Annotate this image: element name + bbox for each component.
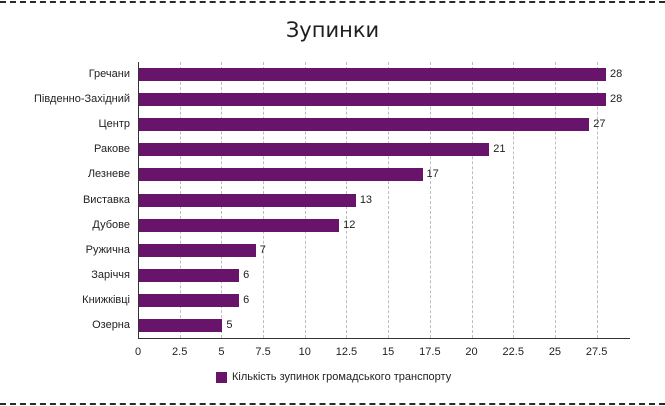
category-label: Озерна <box>92 318 130 331</box>
bar <box>139 243 256 257</box>
gridline <box>388 62 390 338</box>
category-label: Ружична <box>85 243 130 256</box>
x-tick-label: 27.5 <box>585 346 608 358</box>
bar <box>139 168 423 182</box>
x-tick-label: 20 <box>465 346 478 358</box>
x-tick-label: 7.5 <box>255 346 271 358</box>
x-tick-label: 17.5 <box>419 346 441 358</box>
x-axis-line <box>138 338 630 339</box>
bar-value-label: 17 <box>426 168 439 181</box>
gridline <box>513 62 515 338</box>
x-tick-label: 0 <box>134 346 142 358</box>
category-label: Ракове <box>94 143 130 156</box>
x-tick-label: 2.5 <box>172 346 188 358</box>
gridline <box>596 62 598 338</box>
gridline <box>554 62 556 338</box>
bar <box>139 68 606 82</box>
category-label: Дубове <box>92 218 130 231</box>
category-label: Заріччя <box>91 268 130 281</box>
category-label: Виставка <box>82 193 130 206</box>
bar-value-label: 21 <box>493 143 506 156</box>
x-tick-label: 10 <box>298 346 311 358</box>
legend-label: Кількість зупинок громадського транспорт… <box>232 371 452 383</box>
x-tick-label: 25 <box>548 346 562 358</box>
bar-value-label: 12 <box>343 218 356 231</box>
bar <box>139 143 490 157</box>
category-label: Центр <box>98 118 131 131</box>
bar <box>139 193 356 207</box>
plot-area: 28 28 27 21 17 13 12 7 6 6 5 <box>138 62 630 339</box>
x-tick-label: 22.5 <box>502 346 524 358</box>
y-axis-line <box>138 62 139 338</box>
x-tick-label: 12.5 <box>335 346 358 358</box>
legend: Кількість зупинок громадського транспорт… <box>216 371 451 383</box>
bar-value-label: 28 <box>609 93 623 106</box>
category-label: Гречани <box>88 68 130 81</box>
gridline <box>429 62 431 338</box>
bar <box>139 268 240 282</box>
bar-value-label: 28 <box>609 68 623 81</box>
bar-value-label: 5 <box>226 318 233 331</box>
bar-value-label: 13 <box>359 193 373 206</box>
category-label: Книжківці <box>82 293 130 306</box>
chart-title: Зупинки <box>285 18 380 42</box>
category-label: Південно-Західний <box>33 93 130 106</box>
bar-value-label: 7 <box>259 243 266 256</box>
bar <box>139 293 240 307</box>
bar-value-label: 27 <box>593 118 606 131</box>
bar <box>139 118 590 132</box>
x-tick-label: 15 <box>382 346 395 358</box>
top-dashed-border <box>0 1 665 3</box>
bar <box>139 218 340 232</box>
bar <box>139 93 606 107</box>
bar-value-label: 6 <box>243 293 250 306</box>
x-tick-label: 5 <box>218 346 225 358</box>
legend-swatch-icon <box>216 371 227 383</box>
bar-value-label: 6 <box>243 268 250 281</box>
bottom-dashed-border <box>0 403 665 405</box>
gridline <box>471 62 473 338</box>
category-label: Лезневе <box>87 168 130 181</box>
bar <box>139 318 223 332</box>
